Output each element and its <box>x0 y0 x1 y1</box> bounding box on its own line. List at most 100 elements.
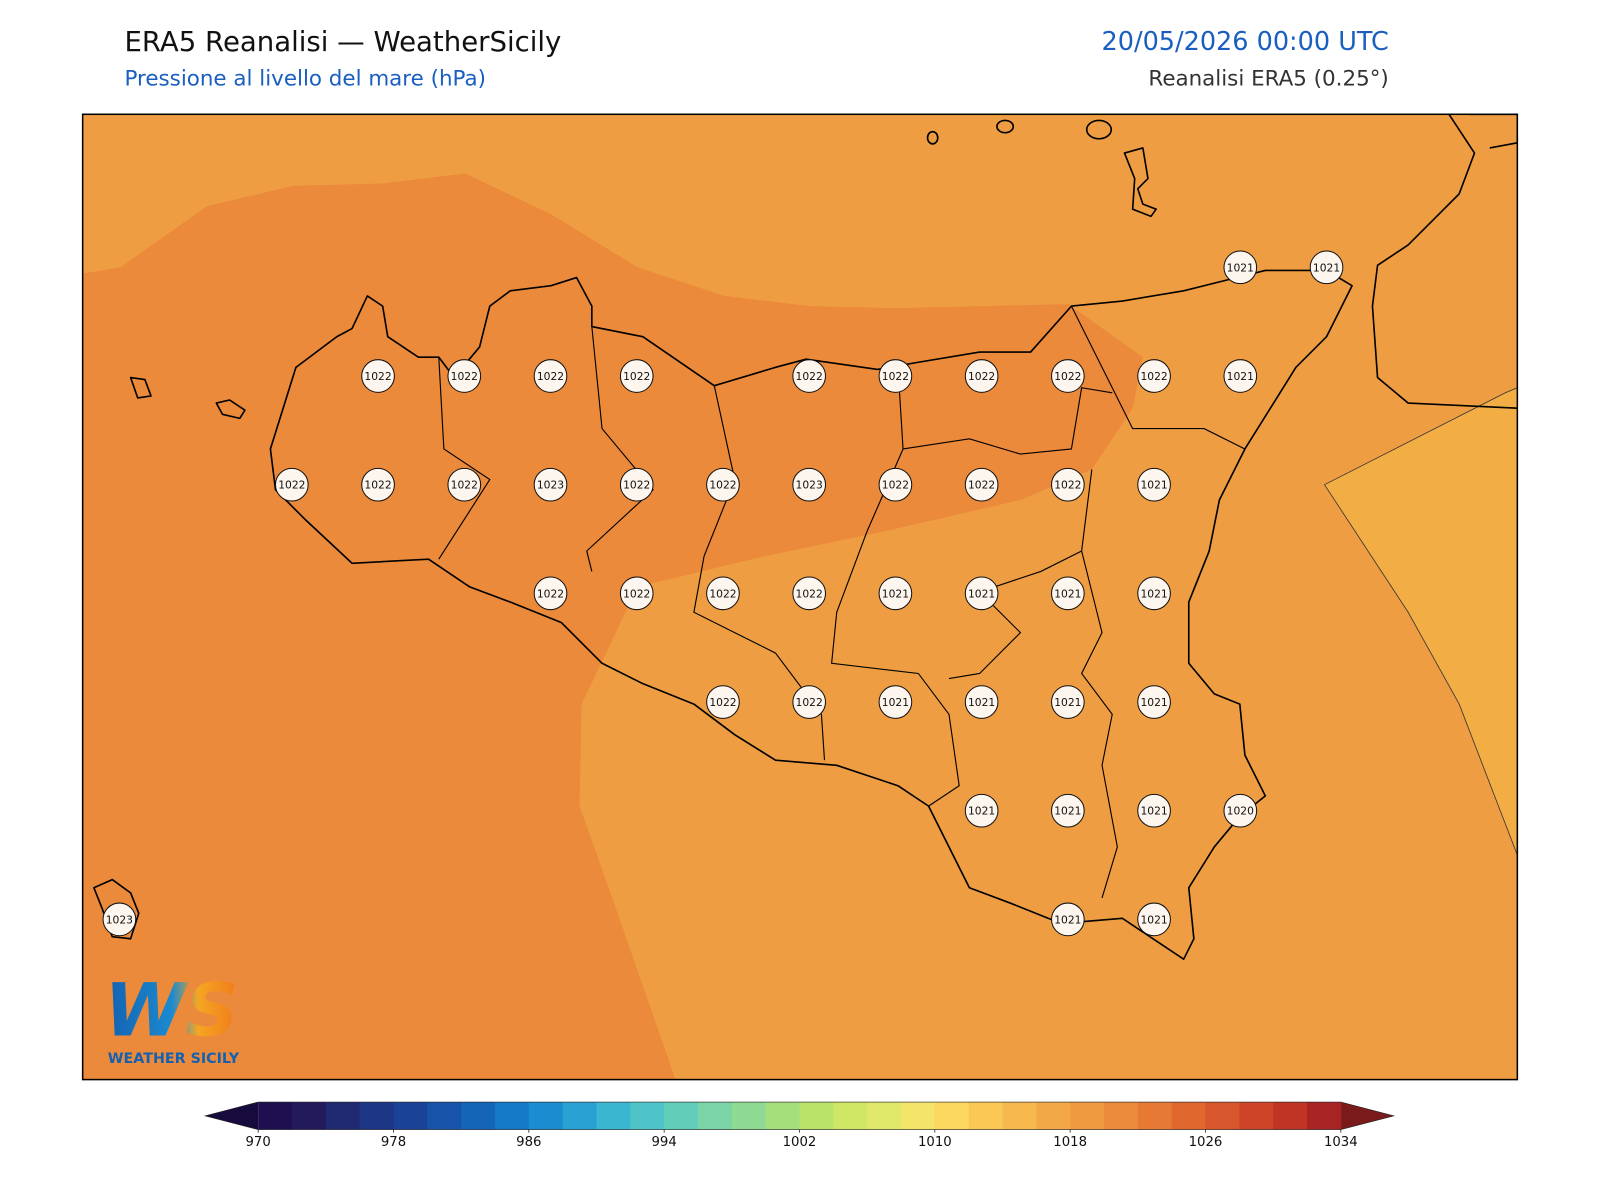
colorbar-band <box>291 1102 327 1130</box>
station-marker <box>533 576 568 611</box>
colorbar-band <box>562 1102 598 1130</box>
station: 1022 <box>792 685 827 719</box>
station-value: 1021 <box>1313 261 1340 274</box>
station-layer: 1021 1021 1022 1022 1022 1022 1022 1022 1022 1022… <box>102 250 1344 937</box>
station: 1021 <box>878 685 913 719</box>
station-value: 1021 <box>1227 261 1254 274</box>
station-value: 1022 <box>796 370 823 383</box>
station-value: 1021 <box>1054 805 1081 818</box>
station-marker <box>706 467 740 502</box>
colorbar-band <box>731 1102 767 1130</box>
station: 1022 <box>1051 359 1085 393</box>
title: ERA5 Reanalisi — WeatherSicily <box>124 26 561 58</box>
station-value: 1022 <box>1140 370 1167 383</box>
station-value: 1022 <box>968 479 995 492</box>
station-marker <box>1137 793 1171 828</box>
station-marker <box>102 902 137 937</box>
station-marker <box>964 359 999 393</box>
station-marker <box>533 467 568 502</box>
station-value: 1021 <box>968 805 995 818</box>
colorbar-band <box>900 1102 936 1130</box>
colorbar-band <box>359 1102 395 1130</box>
colorbar-tick-label: 978 <box>381 1135 406 1150</box>
station-value: 1023 <box>796 479 823 492</box>
pressure-zone-high <box>82 173 1143 1080</box>
station-marker <box>1137 467 1171 502</box>
station-value: 1022 <box>537 370 564 383</box>
calabria-coastline <box>1371 114 1518 409</box>
station: 1022 <box>706 685 740 719</box>
island <box>996 119 1015 134</box>
station: 1021 <box>1051 576 1085 611</box>
station-value: 1023 <box>537 479 564 492</box>
station-value: 1021 <box>968 696 995 709</box>
colorbar-over <box>1340 1102 1394 1130</box>
station-marker <box>1051 902 1085 937</box>
station-marker <box>1051 685 1085 719</box>
station-marker <box>964 793 999 828</box>
station-marker <box>1051 793 1085 828</box>
colorbar-band <box>325 1102 361 1130</box>
station-value: 1022 <box>796 587 823 600</box>
station-value: 1022 <box>623 370 650 383</box>
colorbar-under <box>205 1102 259 1130</box>
station: 1021 <box>964 576 999 611</box>
station-marker <box>964 685 999 719</box>
sicily-coastline <box>269 269 1353 961</box>
colorbar-tick-label: 994 <box>652 1135 677 1150</box>
station: 1021 <box>1051 685 1085 719</box>
source: Reanalisi ERA5 (0.25°) <box>1148 67 1388 92</box>
station-value: 1022 <box>451 370 478 383</box>
station-value: 1022 <box>451 479 478 492</box>
station-marker <box>878 467 913 502</box>
station: 1020 <box>1223 793 1258 828</box>
station: 1022 <box>619 467 654 502</box>
station: 1022 <box>361 467 395 502</box>
station-value: 1022 <box>623 587 650 600</box>
colorbar-band <box>494 1102 530 1130</box>
station: 1022 <box>275 467 309 502</box>
station-marker <box>1223 359 1258 393</box>
station: 1021 <box>964 685 999 719</box>
station-marker <box>878 685 913 719</box>
station: 1023 <box>102 902 137 937</box>
colorbar-band <box>393 1102 428 1130</box>
colorbar-band <box>596 1102 631 1130</box>
station: 1022 <box>706 576 740 611</box>
station: 1021 <box>1137 793 1171 828</box>
station: 1021 <box>1223 359 1258 393</box>
map-area: 1021 1021 1022 1022 1022 1022 1022 1022 1022 1022… <box>81 113 1519 1081</box>
station: 1022 <box>964 467 999 502</box>
station-marker <box>533 359 568 393</box>
station: 1022 <box>361 359 395 393</box>
station-value: 1022 <box>278 479 305 492</box>
station-marker <box>1309 250 1344 285</box>
station-marker <box>706 685 740 719</box>
colorbar-band <box>1239 1102 1274 1130</box>
station-marker <box>619 359 654 393</box>
station-value: 1022 <box>709 587 736 600</box>
station-marker <box>1137 685 1171 719</box>
colorbar-tick-label: 986 <box>516 1135 541 1150</box>
station-value: 1022 <box>709 479 736 492</box>
station: 1022 <box>964 359 999 393</box>
station-value: 1022 <box>968 370 995 383</box>
station: 1021 <box>1223 250 1258 285</box>
station: 1022 <box>533 576 568 611</box>
station: 1022 <box>447 467 482 502</box>
colorbar-tick-label: 1026 <box>1189 1135 1223 1150</box>
island <box>1085 119 1113 140</box>
station: 1022 <box>706 467 740 502</box>
station-value: 1021 <box>1227 370 1254 383</box>
station: 1022 <box>619 359 654 393</box>
station-marker <box>1137 576 1171 611</box>
station: 1021 <box>1137 467 1171 502</box>
station-marker <box>1223 250 1258 285</box>
station-marker <box>1051 576 1085 611</box>
station-value: 1022 <box>1054 370 1081 383</box>
station-marker <box>1137 359 1171 393</box>
station: 1021 <box>1051 902 1085 937</box>
station: 1022 <box>878 359 913 393</box>
station-value: 1023 <box>106 913 133 926</box>
